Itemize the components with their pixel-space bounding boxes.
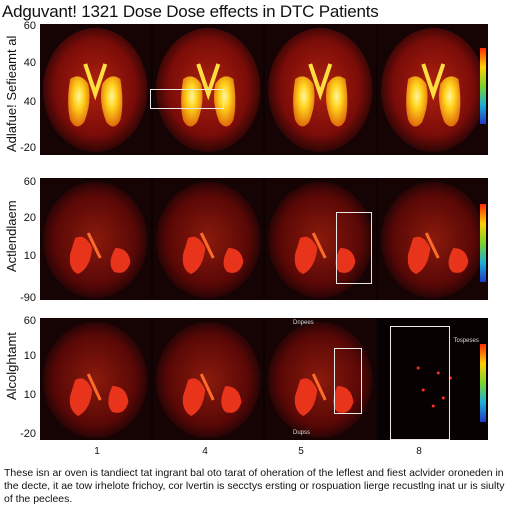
panel-note-bottom: Dupss [293, 430, 311, 436]
row1-tick-2: 40 [23, 57, 36, 69]
colorbar [480, 48, 486, 124]
col-label-2: 4 [202, 446, 208, 457]
col-label-3: 5 [298, 446, 304, 457]
panel-row-2 [40, 178, 488, 300]
row3-tick-1: 60 [23, 315, 36, 327]
row2-tick-4: -90 [20, 292, 36, 304]
pet-scan-panel [265, 178, 376, 300]
row2-tick-3: 10 [23, 250, 36, 262]
colorbar [480, 204, 486, 282]
row1-tick-1: 60 [23, 20, 36, 32]
row3-tick-2: 10 [23, 350, 36, 362]
roi-box [390, 326, 450, 440]
roi-box [334, 348, 362, 414]
row2-tick-1: 60 [23, 176, 36, 188]
col-label-4: 8 [416, 446, 422, 457]
figure-caption: These isn ar oven is tandiect tat ingran… [4, 467, 505, 505]
roi-box [336, 212, 372, 284]
pet-scan-panel [265, 24, 376, 155]
pet-scan-panel [377, 24, 488, 155]
pet-scan-panel [40, 318, 151, 440]
row1-tick-4: -20 [20, 142, 36, 154]
figure-title: Adguvant! 1321 Dose Dose effects in DTC … [2, 2, 379, 21]
row-label-1: Adlafue! Sefieamt al [4, 35, 19, 152]
pet-scan-panel [152, 178, 263, 300]
row2-tick-2: 20 [23, 212, 36, 224]
pet-scan-panel [377, 178, 488, 300]
col-label-1: 1 [94, 446, 100, 457]
row1-tick-3: 40 [23, 96, 36, 108]
pet-scan-panel: Tospeses [377, 318, 488, 440]
panel-note-side: Tospeses [453, 338, 479, 344]
roi-box [150, 89, 224, 109]
pet-scan-panel: Dnpees Dupss [265, 318, 376, 440]
panel-row-1 [40, 24, 488, 155]
colorbar [480, 344, 486, 422]
pet-scan-panel [152, 318, 263, 440]
pet-scan-panel [40, 24, 151, 155]
panel-row-3: Dnpees Dupss Tospeses [40, 318, 488, 440]
panel-note-top: Dnpees [293, 320, 314, 326]
row3-tick-3: 10 [23, 389, 36, 401]
pet-scan-panel [40, 178, 151, 300]
row3-tick-4: -20 [20, 428, 36, 440]
